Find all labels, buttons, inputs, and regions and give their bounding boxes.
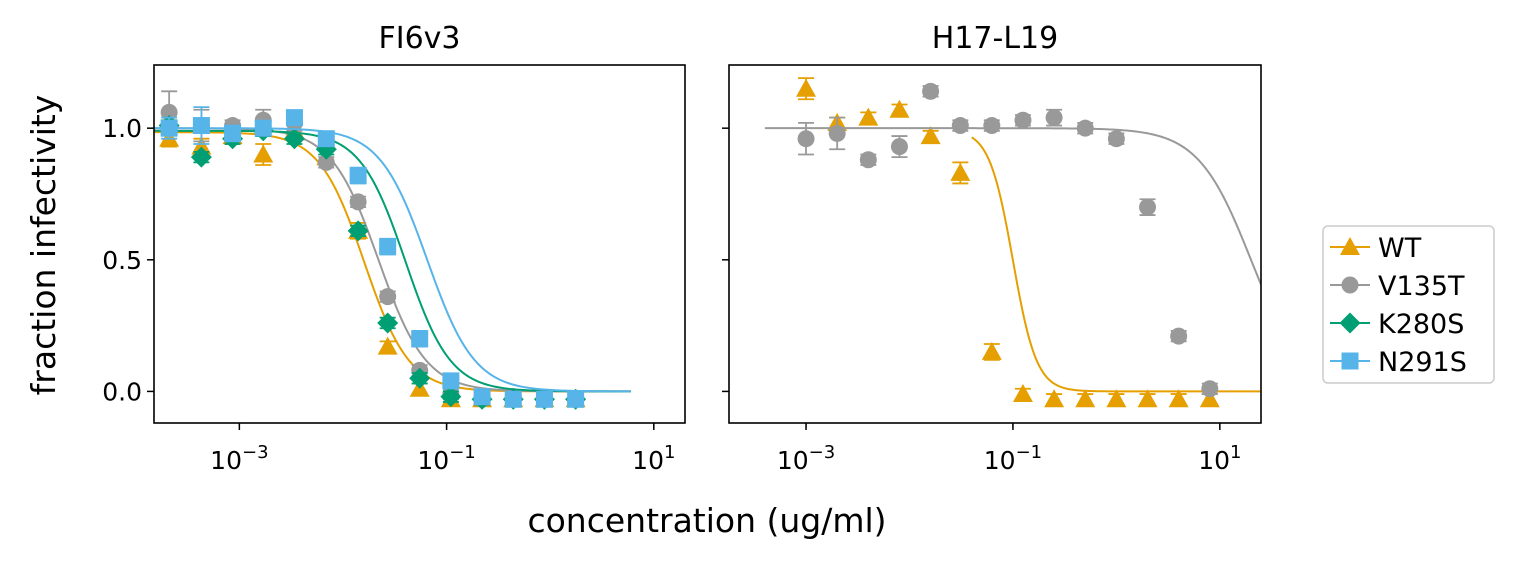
data-point	[1076, 119, 1094, 137]
legend-label: K280S	[1378, 309, 1464, 340]
x-tick-label: 10−3	[777, 442, 835, 475]
data-point	[981, 341, 1002, 360]
data-point	[859, 151, 877, 169]
x-tick-label: 10−1	[984, 442, 1042, 475]
legend-label: V135T	[1378, 271, 1465, 302]
panel-h17-l19: H17-L19 10−3 10−1 101	[722, 21, 1262, 475]
plot-area	[764, 77, 1261, 408]
data-point	[858, 107, 879, 126]
series-wt	[154, 120, 631, 408]
data-point	[983, 117, 1001, 135]
data-point	[922, 82, 940, 100]
plot-area	[154, 90, 631, 410]
y-axis-label: fraction infectivity	[24, 95, 63, 396]
x-axis-label: concentration (ug/ml)	[527, 501, 886, 540]
legend-marker	[1341, 276, 1359, 294]
data-point	[347, 220, 369, 242]
data-point	[377, 336, 398, 355]
data-point	[191, 136, 212, 155]
data-point	[797, 130, 815, 148]
legend-entry-wt: WT	[1330, 233, 1422, 264]
data-point	[1107, 130, 1125, 148]
panel-title: H17-L19	[932, 21, 1058, 56]
axes-frame	[153, 64, 686, 424]
data-point	[160, 103, 178, 121]
panel-title: FI6v3	[378, 21, 460, 56]
data-point	[409, 367, 431, 389]
legend-label: N291S	[1378, 347, 1467, 378]
y-tick-label: 0.5	[102, 246, 142, 275]
data-point	[377, 312, 399, 334]
data-point	[1106, 389, 1127, 408]
data-point	[160, 119, 178, 137]
legend-marker	[1341, 352, 1359, 370]
data-point	[889, 99, 910, 118]
series-n291s	[154, 106, 631, 408]
data-point	[1199, 389, 1220, 408]
fit-curve	[971, 136, 1261, 393]
data-point	[950, 162, 971, 181]
data-point	[254, 119, 272, 137]
data-point	[283, 128, 305, 150]
data-point	[890, 138, 908, 156]
data-point	[1201, 380, 1219, 398]
data-point	[828, 124, 846, 142]
data-point	[504, 390, 522, 408]
legend-label: WT	[1378, 233, 1422, 264]
data-point	[224, 124, 242, 142]
legend-entry-n291s: N291S	[1330, 347, 1467, 378]
series-v135t	[764, 82, 1261, 398]
panel-fi6v3: FI6v3 0.0 0.5 1.0 10−3 10−1 101	[102, 21, 686, 475]
legend-frame	[1322, 225, 1495, 384]
axes-frame	[728, 64, 1262, 424]
series-k280s	[154, 115, 631, 410]
y-tick-label: 0.0	[102, 377, 142, 406]
x-tick-label: 101	[1198, 442, 1241, 475]
data-point	[1075, 389, 1096, 408]
legend-entry-v135t: V135T	[1330, 271, 1465, 302]
data-point	[411, 330, 429, 348]
data-point	[1014, 111, 1032, 129]
legend: WT V135T K280S N291S	[1322, 225, 1495, 384]
data-point	[567, 390, 585, 408]
data-point	[473, 388, 491, 406]
data-point	[442, 372, 460, 390]
data-point	[1170, 327, 1188, 345]
data-point	[253, 144, 274, 163]
data-point	[951, 117, 969, 135]
data-point	[1168, 389, 1189, 408]
legend-entry-k280s: K280S	[1330, 309, 1464, 340]
data-point	[1139, 198, 1157, 216]
y-tick-label: 1.0	[102, 114, 142, 143]
x-tick-label: 10−1	[417, 442, 475, 475]
data-point	[1045, 109, 1063, 127]
data-point	[796, 78, 817, 97]
data-point	[535, 390, 553, 408]
data-point	[349, 167, 367, 185]
x-tick-label: 10−3	[210, 442, 268, 475]
data-point	[190, 146, 212, 168]
legend-marker	[1340, 237, 1360, 255]
data-point	[379, 238, 397, 256]
data-point	[317, 130, 335, 148]
data-point	[1044, 389, 1065, 408]
data-point	[440, 386, 462, 408]
data-point	[317, 153, 335, 171]
data-point	[349, 193, 367, 211]
fit-curve	[764, 127, 1261, 285]
data-point	[1137, 389, 1158, 408]
data-point	[379, 288, 397, 306]
x-tick-label: 101	[632, 442, 675, 475]
data-point	[1012, 384, 1033, 403]
data-point	[192, 117, 210, 135]
legend-marker	[1339, 312, 1361, 334]
data-point	[285, 109, 303, 127]
data-point	[920, 126, 941, 145]
